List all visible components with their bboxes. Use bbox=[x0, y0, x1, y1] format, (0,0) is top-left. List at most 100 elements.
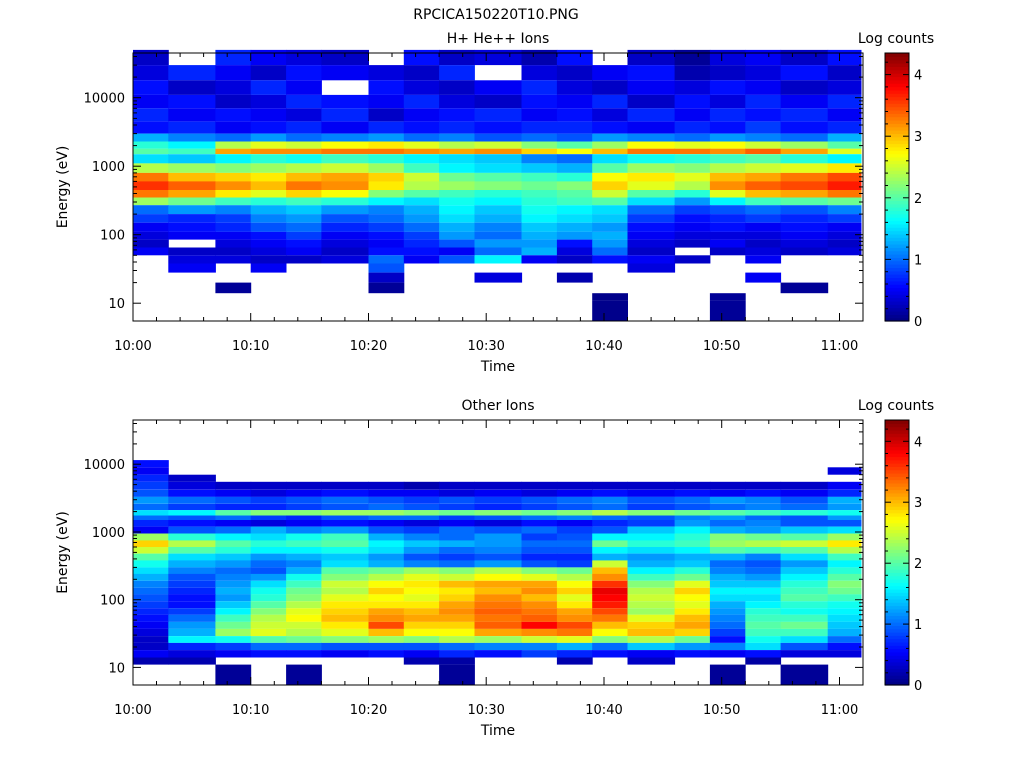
heatmap-cell bbox=[168, 580, 216, 588]
heatmap-cell bbox=[709, 300, 746, 321]
x-tick-label: 10:30 bbox=[467, 339, 504, 354]
heatmap-cell bbox=[674, 172, 711, 182]
colorbar-tick-label: 3 bbox=[914, 496, 922, 511]
heatmap-cell bbox=[168, 657, 216, 665]
colorbar-swatch bbox=[885, 499, 909, 504]
heatmap-cell bbox=[709, 594, 746, 602]
colorbar-swatch bbox=[885, 678, 909, 683]
heatmap-cell bbox=[168, 587, 216, 595]
heatmap-cell bbox=[474, 567, 523, 574]
heatmap-cell bbox=[403, 148, 440, 155]
heatmap-cell bbox=[403, 614, 440, 622]
heatmap-cell bbox=[286, 80, 322, 95]
heatmap-cell bbox=[439, 650, 475, 658]
heatmap-cell bbox=[439, 657, 475, 665]
heatmap-cell bbox=[709, 205, 746, 215]
colorbar-swatch bbox=[885, 622, 909, 626]
colorbar: 0 1 2 3 4 Log counts bbox=[858, 398, 934, 694]
heatmap-cell bbox=[168, 533, 216, 541]
heatmap-cell bbox=[321, 172, 369, 182]
heatmap-cell bbox=[592, 567, 628, 574]
heatmap-cell bbox=[521, 547, 558, 554]
heatmap-cell bbox=[403, 141, 440, 149]
heatmap-cell bbox=[745, 573, 782, 581]
heatmap-cell bbox=[474, 526, 523, 534]
colorbar-swatch bbox=[885, 486, 909, 491]
heatmap-cell bbox=[474, 547, 523, 554]
heatmap-cell bbox=[745, 272, 782, 283]
heatmap-cell bbox=[556, 503, 593, 511]
heatmap-cell bbox=[521, 503, 558, 511]
heatmap-cell bbox=[286, 503, 322, 511]
heatmap-cell bbox=[368, 133, 405, 142]
heatmap-cell bbox=[368, 247, 405, 256]
heatmap-cell bbox=[745, 141, 782, 149]
colorbar-swatch bbox=[885, 207, 909, 212]
colorbar-tick-label: 4 bbox=[914, 435, 922, 450]
heatmap-cell bbox=[368, 121, 405, 134]
heatmap-cell bbox=[474, 533, 523, 541]
heatmap-cell bbox=[780, 594, 829, 602]
heatmap-cell bbox=[627, 503, 676, 511]
heatmap-cell bbox=[321, 65, 369, 81]
heatmap-cell bbox=[556, 636, 593, 643]
heatmap-cell bbox=[168, 628, 216, 637]
heatmap-cell bbox=[133, 657, 169, 665]
heatmap-cell bbox=[368, 510, 405, 516]
colorbar-swatch bbox=[885, 675, 909, 679]
colorbar-swatch bbox=[885, 569, 909, 573]
colorbar-swatch bbox=[885, 197, 909, 201]
heatmap-cell bbox=[780, 526, 829, 534]
heatmap-cell bbox=[250, 172, 287, 182]
heatmap-cell bbox=[133, 614, 169, 622]
heatmap-cell bbox=[674, 621, 711, 629]
colorbar-tick-label: 2 bbox=[914, 192, 922, 207]
heatmap-cell bbox=[709, 533, 746, 541]
heatmap-cell bbox=[439, 594, 475, 602]
heatmap-cell bbox=[592, 94, 628, 109]
heatmap-cell bbox=[403, 628, 440, 637]
heatmap-cell bbox=[403, 636, 440, 643]
heatmap-cell bbox=[556, 197, 593, 206]
heatmap-cell bbox=[627, 133, 676, 142]
heatmap-cell bbox=[321, 190, 369, 198]
heatmap-cell bbox=[674, 573, 711, 581]
heatmap-cell bbox=[215, 547, 252, 554]
heatmap-cell bbox=[780, 231, 829, 240]
heatmap-cell bbox=[439, 205, 475, 215]
heatmap-cell bbox=[556, 573, 593, 581]
heatmap-cell bbox=[250, 621, 287, 629]
heatmap-cell bbox=[592, 489, 628, 497]
heatmap-cell bbox=[215, 197, 252, 206]
heatmap-cell bbox=[827, 553, 862, 561]
heatmap-cell bbox=[627, 650, 676, 658]
heatmap-cell bbox=[627, 510, 676, 516]
colorbar-swatch bbox=[885, 532, 909, 537]
heatmap-cell bbox=[709, 154, 746, 164]
heatmap-cell bbox=[674, 489, 711, 497]
heatmap-cell bbox=[556, 520, 593, 527]
colorbar-swatch bbox=[885, 290, 909, 295]
heatmap-cell bbox=[321, 526, 369, 534]
heatmap-cell bbox=[521, 108, 558, 122]
heatmap-cell bbox=[439, 614, 475, 622]
heatmap-cell bbox=[286, 214, 322, 223]
heatmap-cell bbox=[321, 239, 369, 248]
heatmap-cell bbox=[215, 621, 252, 629]
x-tick-label: 11:00 bbox=[821, 339, 858, 354]
colorbar-swatch bbox=[885, 183, 909, 188]
heatmap-cell bbox=[321, 601, 369, 609]
heatmap-cell bbox=[403, 573, 440, 581]
heatmap-cell bbox=[368, 547, 405, 554]
heatmap-cell bbox=[592, 594, 628, 602]
heatmap-cell bbox=[133, 108, 169, 122]
heatmap-cell bbox=[556, 621, 593, 629]
colorbar-swatch bbox=[885, 632, 909, 636]
heatmap-cell bbox=[286, 587, 322, 595]
colorbar-swatch bbox=[885, 136, 909, 141]
heatmap-cell bbox=[521, 515, 558, 520]
heatmap-cell bbox=[627, 515, 676, 520]
heatmap-cell bbox=[521, 255, 558, 264]
heatmap-cell bbox=[133, 80, 169, 95]
colorbar-swatch bbox=[885, 595, 909, 600]
